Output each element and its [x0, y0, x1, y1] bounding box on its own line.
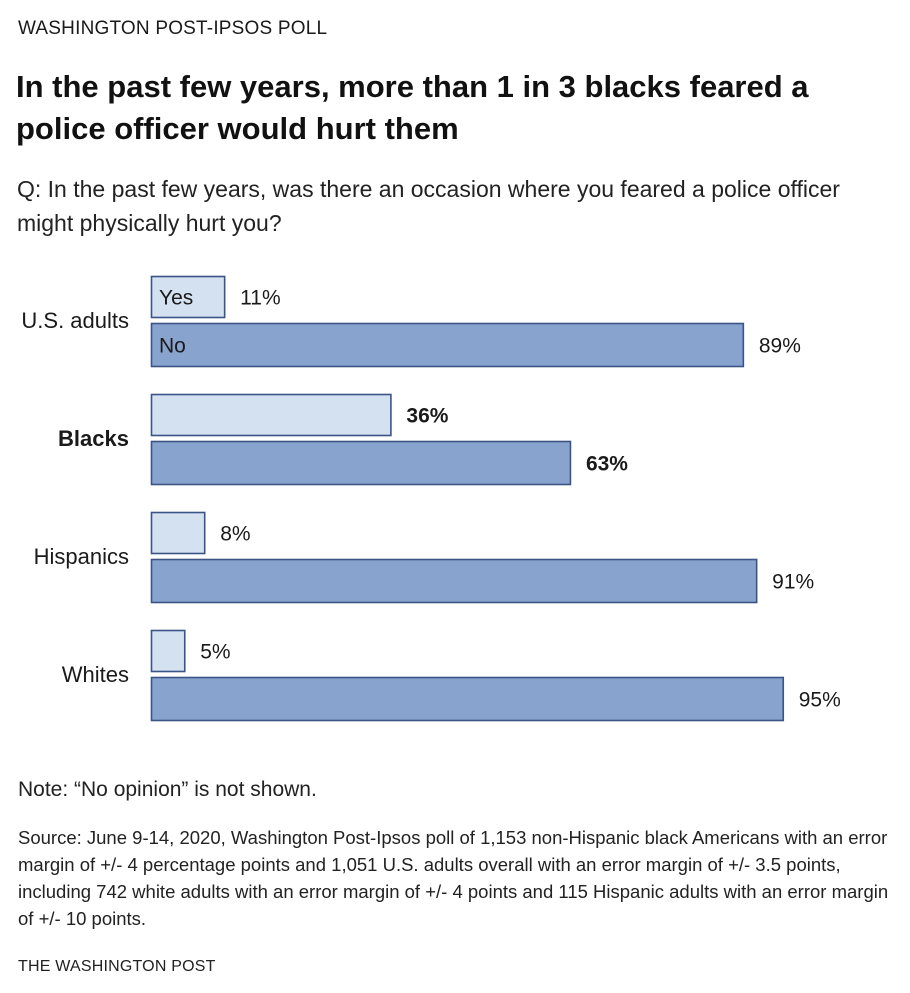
category-label: U.S. adults — [21, 308, 129, 333]
value-label: 36% — [406, 405, 448, 428]
value-label: 8% — [220, 523, 250, 546]
value-label: 11% — [240, 287, 280, 310]
bar-yes — [150, 511, 206, 555]
bar-no — [150, 676, 785, 722]
bar-yes — [150, 393, 392, 437]
value-label: 5% — [200, 641, 230, 664]
value-label: 91% — [772, 571, 814, 594]
value-label: 63% — [586, 453, 628, 476]
value-label: 95% — [799, 689, 841, 712]
survey-question: Q: In the past few years, was there an o… — [17, 176, 840, 236]
bar-chart: U.S. adults 11% Yes 89% No Blacks 36% 63% Hispan… — [21, 275, 841, 722]
bar-no — [150, 322, 745, 368]
chart-source: Source: June 9-14, 2020, Washington Post… — [18, 827, 889, 929]
legend-label-no: No — [159, 335, 186, 358]
legend-label-yes: Yes — [159, 287, 193, 310]
value-label: 89% — [759, 335, 801, 358]
bar-yes — [150, 275, 226, 319]
category-label: Blacks — [58, 426, 129, 451]
chart-kicker: WASHINGTON POST-IPSOS POLL — [18, 18, 328, 39]
chart-title: In the past few years, more than 1 in 3 … — [16, 69, 809, 146]
bar-yes — [150, 629, 186, 673]
category-label: Whites — [62, 662, 129, 687]
chart-note: Note: “No opinion” is not shown. — [18, 778, 317, 801]
bar-no — [150, 440, 572, 486]
bar-no — [150, 558, 758, 604]
category-label: Hispanics — [34, 544, 129, 569]
chart-credit: THE WASHINGTON POST — [18, 958, 216, 975]
